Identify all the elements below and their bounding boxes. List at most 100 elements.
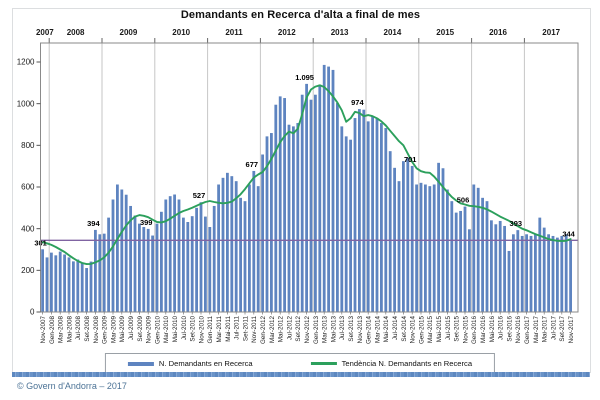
bar [415,184,418,312]
bar [375,118,379,313]
annotation-label: 974 [351,98,364,107]
bar [454,212,458,312]
bar [450,201,454,312]
x-tick-label: Mai-2011 [225,316,232,342]
x-tick-label: Mar-2010 [163,316,170,343]
x-tick-label: Jul-2008 [75,316,82,341]
bar [155,223,159,312]
bar [476,187,480,312]
x-tick-label: Gen-2016 [471,316,478,345]
legend: N. Demandants en Recerca Tendència N. De… [104,353,496,374]
bar [94,229,97,312]
x-tick-label: Mar-2015 [427,316,434,343]
bar [349,139,352,312]
x-tick-label: Jul-2014 [392,316,399,341]
x-tick-label: Mai-2017 [542,316,549,343]
x-tick-label: Gen-2015 [418,316,425,345]
bar [432,184,436,312]
bar [428,186,432,312]
x-tick-label: Nov-2009 [146,316,153,344]
bar [265,136,269,312]
bar [463,206,467,312]
bar [322,64,326,313]
bar [270,133,273,312]
x-tick-label: Mai-2014 [383,316,390,343]
bar [556,237,559,312]
bar [507,250,511,312]
bar [58,251,62,312]
bar [120,189,124,312]
bar [419,182,423,312]
bar [402,161,405,312]
legend-label-bars: N. Demandants en Recerca [158,359,253,368]
x-tick-label: Mar-2012 [269,316,276,343]
year-label: 2016 [489,28,507,37]
bar [151,235,154,312]
footer-copyright: © Govern d'Andorra – 2017 [17,381,127,391]
bar [564,234,568,312]
x-tick-label: Nov-2010 [198,316,205,344]
bar [512,234,515,312]
x-tick-label: Jul-2009 [128,316,135,341]
annotation-label: 701 [404,155,417,164]
x-tick-label: Mar-2009 [110,316,117,343]
x-tick-label: Jul-2011 [234,316,241,340]
x-tick-label: Mai-2015 [436,316,443,343]
x-tick-label: Set-2016 [506,316,513,342]
bar [138,223,141,312]
y-tick-label: 200 [21,266,35,275]
bar [472,184,476,312]
bar [133,215,137,312]
plot-border [40,42,579,313]
bar [124,194,128,312]
bar [274,104,278,312]
trend-line [41,84,572,266]
bar [168,196,172,312]
bar [146,228,150,312]
bar [314,94,317,312]
annotation-label: 677 [246,160,259,169]
bar [569,240,572,312]
x-tick-label: Mar-2011 [216,316,223,343]
annotation-label: 506 [457,196,470,205]
bar [283,98,286,313]
bar [41,249,44,312]
y-tick-label: 400 [21,224,35,233]
bar [516,230,520,312]
y-tick-label: 1000 [17,99,35,108]
bar [384,128,388,312]
x-tick-label: Gen-2013 [313,316,320,345]
bar [353,118,357,313]
y-tick-label: 600 [21,183,35,192]
bar [344,136,348,312]
bar [410,165,414,312]
bar [54,255,58,312]
x-tick-label: Nov-2008 [93,316,100,344]
y-tick-label: 1200 [17,58,35,67]
annotation-label: 344 [562,229,575,238]
bar [406,157,410,312]
bar [309,99,313,312]
x-tick-label: Mar-2017 [533,316,540,343]
year-label: 2017 [542,28,560,37]
year-label: 2011 [225,28,243,37]
bar [226,172,229,312]
bar [195,207,198,312]
bar [296,123,300,313]
bar [287,124,291,312]
y-tick-label: 0 [30,308,35,317]
year-label: 2015 [436,28,454,37]
bar [252,170,256,312]
bar [424,184,427,312]
legend-item-trend: Tendència N. Demandants en Recerca [310,359,472,368]
bar [116,184,119,312]
bar [45,257,49,312]
x-tick-label: Mai-2012 [278,316,285,343]
x-tick-label: Gen-2017 [524,316,531,345]
x-tick-label: Gen-2014 [366,316,373,345]
x-tick-label: Set-2015 [454,316,461,342]
x-tick-label: Set-2012 [295,316,302,342]
bar [340,126,344,312]
annotation-label: 527 [193,191,206,200]
x-tick-label: Nov-2015 [462,316,469,344]
